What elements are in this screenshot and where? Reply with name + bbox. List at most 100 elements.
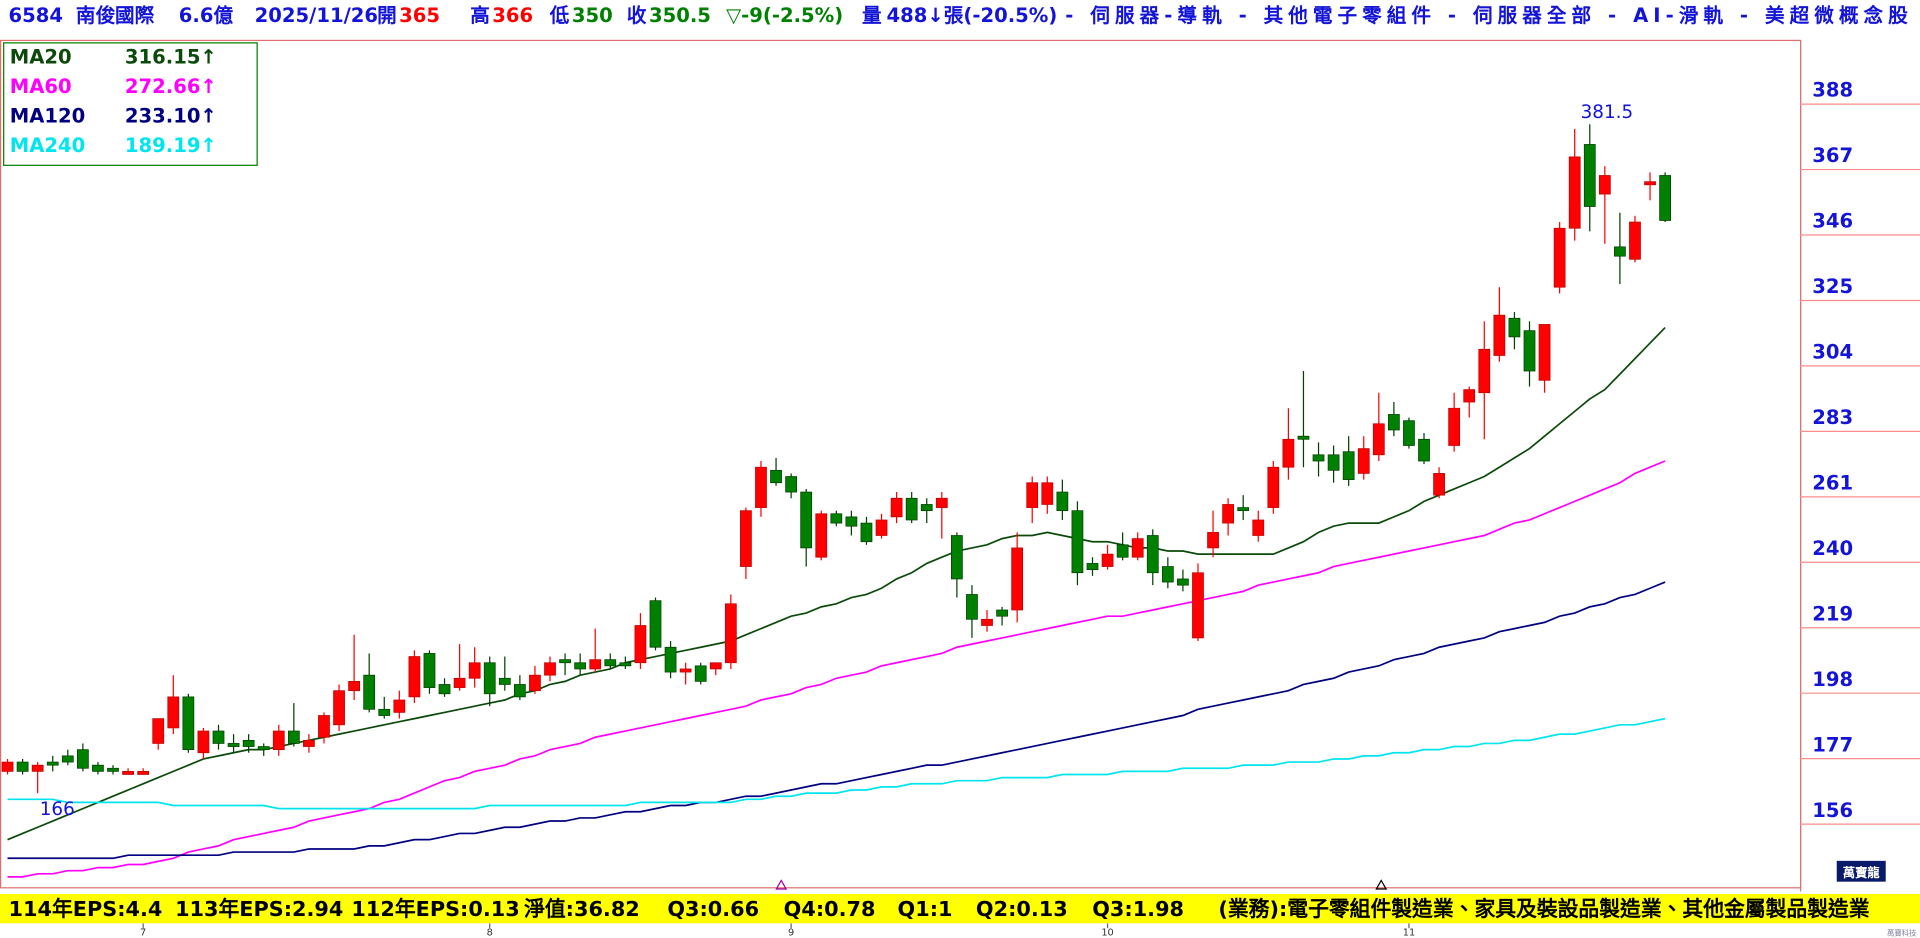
candle-body [107,767,119,772]
candle-body [935,497,948,508]
candle-body [1327,454,1340,471]
candle-body [905,497,918,521]
candle-body [1448,407,1461,446]
candle-body [1026,482,1039,508]
marks: 388 367 346 325 304 283 261 240 219 198 177 156 7 8 9 1… [1,79,1920,938]
candle-body [830,513,843,524]
candle-body [845,516,858,527]
candle-body [785,476,797,493]
volume-label: 量 [862,4,882,27]
candle-body [1101,553,1114,567]
candle-body [1403,420,1415,446]
footer-bar [1802,893,1920,924]
candle-body [1659,175,1671,221]
y-tick-label: 261 [1812,471,1853,494]
candle-body [242,739,255,747]
candle-body [1237,507,1250,512]
footer-item: Q2:0.13 [976,897,1068,921]
candle-body [875,519,888,536]
y-tick-label: 325 [1812,275,1853,298]
ma-line [7,717,1666,810]
candle-body [1583,144,1596,207]
candle-body [1282,438,1295,468]
legend-value: 189.19↑ [125,134,217,157]
candle-body [1192,572,1204,639]
high-value: 366 [492,4,533,27]
candle-body [1252,519,1265,536]
candle-body [498,677,511,685]
candle-body [122,771,134,775]
x-tick-label: 7 [140,928,146,938]
candle-body [724,603,737,664]
open-value: 365 [399,4,440,27]
candle-body [649,600,662,648]
annotation: 381.5 [1581,102,1634,123]
candle-body [378,708,391,716]
volume: 488↓張(-20.5%) [887,4,1058,27]
candle-body [46,761,59,766]
candle-body [1267,466,1280,508]
open-label: 開 [377,4,397,27]
tags: - 伺服器-導軌 - 其他電子零組件 - 伺服器全部 - AI-滑軌 - 美超微… [1065,4,1908,27]
candle-body [981,618,993,626]
candle-body [1538,324,1551,381]
candle-body [694,665,707,682]
y-tick-label: 156 [1812,799,1853,822]
candle-body [589,659,602,670]
low-label: 低 [549,4,570,27]
candle-body [679,668,692,673]
footer-item: 114年EPS:4.4 [9,897,163,921]
candle-body [1342,451,1355,481]
candle-body [393,699,406,713]
legend-box [3,42,258,166]
candle-body [1372,423,1385,456]
footer-bar [0,893,1803,924]
candle-body [800,491,813,549]
candle-body [1644,181,1656,186]
logo: 萬寶龍 [1843,865,1880,880]
candle-body [423,653,436,688]
candle-body [1388,414,1400,431]
high-label: 高 [470,4,490,27]
candle-body [619,662,632,667]
legend-name: MA120 [10,104,86,127]
ma-line [7,581,1666,860]
y-tick-label: 198 [1812,668,1853,691]
candle-body [740,510,752,567]
footer-item: Q4:0.78 [784,897,876,921]
candle-body [152,718,165,744]
candle-body [92,764,104,772]
footer-business: (業務):電子零組件製造業、家具及裝設品製造業、其他金屬製品製造業 [1218,897,1869,921]
candle-body [1146,535,1159,574]
close-label: 收 [627,4,647,27]
candle-body [890,497,903,518]
y-tick-label: 283 [1812,406,1853,429]
annotation: 166 [40,799,75,820]
candle-body [634,625,647,664]
y-tick-label: 304 [1812,341,1853,364]
candle-body [182,696,195,751]
y-tick-label: 177 [1812,733,1853,756]
candle-body [438,684,451,695]
candle-body [1131,538,1144,558]
candle-body [604,659,617,667]
candle-body [408,656,421,698]
candle-body [860,522,873,543]
candle-body [574,662,587,670]
candle-body [1598,175,1611,195]
candle-body [709,662,722,670]
stock-name: 南俊國際 [76,4,155,27]
x-tick-label: 8 [487,928,493,938]
x-tick-label: 9 [788,928,794,938]
candle-body [31,764,44,772]
candle-body [1116,544,1129,558]
footer-item: 113年EPS:2.94 [175,897,343,921]
legend-name: MA60 [10,75,72,98]
candle-body [1553,227,1566,288]
legend-value: 272.66↑ [125,75,217,98]
ma-line [7,460,1666,878]
candle-body [1629,221,1641,260]
candle-body [16,761,29,772]
